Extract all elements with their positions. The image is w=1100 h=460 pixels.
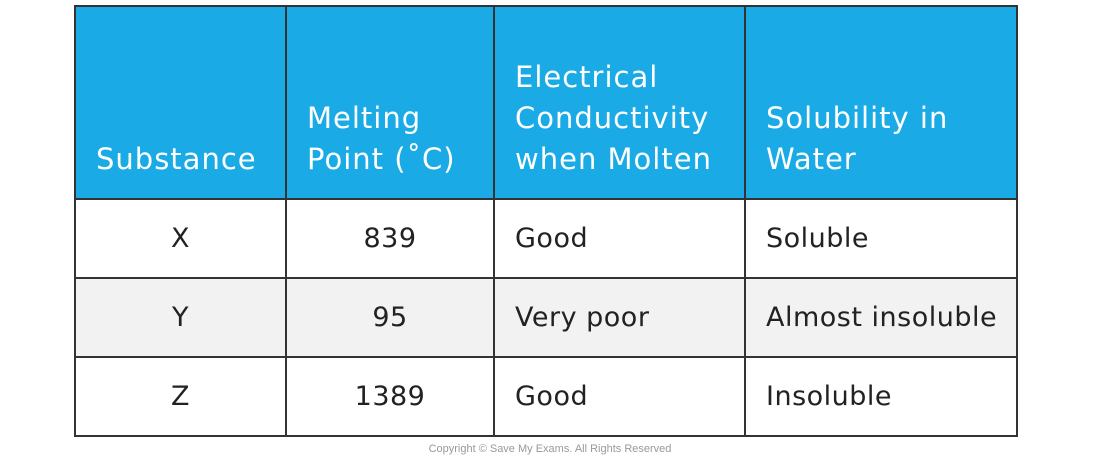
cell-substance: Y: [74, 277, 287, 358]
header-substance: Substance: [74, 5, 287, 200]
header-melting-point: Melting Point (˚C): [285, 5, 495, 200]
header-row: Substance Melting Point (˚C) Electrical …: [74, 5, 1018, 200]
table-row: Y 95 Very poor Almost insoluble: [74, 277, 1018, 358]
cell-melting-point: 95: [285, 277, 495, 358]
copyright-notice: Copyright © Save My Exams. All Rights Re…: [428, 443, 672, 455]
table-row: Z 1389 Good Insoluble: [74, 356, 1018, 437]
table-row: X 839 Good Soluble: [74, 198, 1018, 279]
cell-solubility: Soluble: [744, 198, 1018, 279]
header-melting-point-line-1: Melting: [307, 101, 422, 135]
header-solubility: Solubility in Water: [744, 5, 1018, 200]
header-substance-line-1: Substance: [96, 142, 257, 176]
cell-conductivity: Very poor: [493, 277, 746, 358]
header-conductivity-line-2: Conductivity: [515, 101, 710, 135]
header-solubility-line-2: Water: [766, 142, 857, 176]
cell-conductivity: Good: [493, 198, 746, 279]
cell-melting-point: 839: [285, 198, 495, 279]
header-solubility-line-1: Solubility in: [766, 101, 949, 135]
cell-melting-point: 1389: [285, 356, 495, 437]
cell-solubility: Almost insoluble: [744, 277, 1018, 358]
properties-table: Substance Melting Point (˚C) Electrical …: [74, 5, 1018, 437]
header-melting-point-line-2: Point (˚C): [307, 142, 456, 176]
header-conductivity-line-3: when Molten: [515, 142, 712, 176]
header-conductivity-line-1: Electrical: [515, 60, 659, 94]
cell-substance: Z: [74, 356, 287, 437]
cell-conductivity: Good: [493, 356, 746, 437]
cell-substance: X: [74, 198, 287, 279]
header-electrical-conductivity: Electrical Conductivity when Molten: [493, 5, 746, 200]
cell-solubility: Insoluble: [744, 356, 1018, 437]
